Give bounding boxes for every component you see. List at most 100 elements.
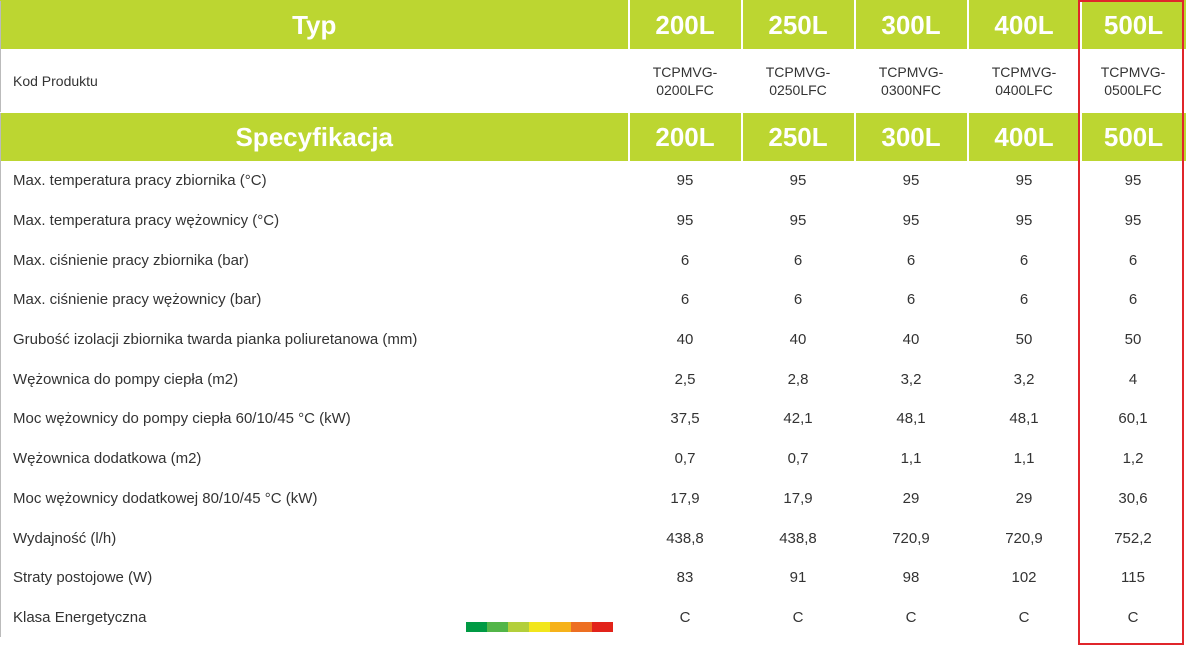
row-value: 17,9: [670, 489, 700, 507]
spec-header-500l: 500L: [1080, 112, 1186, 161]
row-label: Klasa Energetyczna: [13, 608, 147, 626]
row-value: 29: [1015, 489, 1033, 507]
code-line-1: TCPMVG-: [652, 63, 718, 80]
type-header-400l: 400L: [967, 0, 1082, 49]
code-line-2: 0250LFC: [769, 81, 827, 98]
code-line-1: TCPMVG-: [1100, 63, 1166, 80]
row-value: 0,7: [674, 450, 696, 468]
row-label: Grubość izolacji zbiornika twarda pianka…: [13, 331, 418, 349]
code-line-2: 0200LFC: [656, 81, 714, 98]
product-code-row: Kod Produktu TCPMVG- 0200LFC TCPMVG- 0250L…: [0, 49, 1186, 113]
type-header-200l: 200L: [628, 0, 743, 49]
table-row: Wężownica dodatkowa (m2) 0,7 0,7 1,1 1,1 1,2: [1, 439, 1186, 479]
row-value: 3,2: [1013, 370, 1035, 388]
type-header-label: Typ: [0, 0, 630, 49]
row-label: Max. ciśnienie pracy wężownicy (bar): [13, 291, 262, 309]
row-label: Wężownica dodatkowa (m2): [13, 450, 202, 468]
type-header-300l: 300L: [854, 0, 969, 49]
row-value: 95: [676, 212, 694, 230]
spec-header-400l: 400L: [967, 112, 1082, 161]
product-code-label: Kod Produktu: [0, 49, 629, 113]
row-value: 98: [902, 569, 920, 587]
table-row: Klasa Energetyczna C C C C C: [1, 598, 1186, 638]
spec-rows: Max. temperatura pracy zbiornika (°C) 95 9…: [1, 161, 1186, 637]
table-row: Grubość izolacji zbiornika twarda pianka…: [1, 320, 1186, 360]
row-value: 6: [1128, 251, 1138, 269]
row-value: 83: [676, 569, 694, 587]
table-row: Max. temperatura pracy wężownicy (°C) 95 9…: [1, 201, 1186, 241]
table-row: Max. ciśnienie pracy zbiornika (bar) 6 6 6 6…: [1, 240, 1186, 280]
type-header-250l: 250L: [741, 0, 856, 49]
table-row: Max. temperatura pracy zbiornika (°C) 95 9…: [1, 161, 1186, 201]
row-value: 42,1: [783, 410, 813, 428]
row-label: Moc wężownicy dodatkowej 80/10/45 °C (kW…: [13, 489, 318, 507]
table-row: Max. ciśnienie pracy wężownicy (bar) 6 6 6 6…: [1, 280, 1186, 320]
row-value: 1,1: [900, 450, 922, 468]
row-value: 4: [1128, 370, 1138, 388]
product-code-500l: TCPMVG- 0500LFC: [1080, 49, 1186, 113]
row-value: 6: [1019, 251, 1029, 269]
table-row: Straty postojowe (W) 83 91 98 102 115: [1, 558, 1186, 598]
row-value: 40: [676, 331, 694, 349]
row-value: 95: [902, 212, 920, 230]
row-value: 6: [680, 291, 690, 309]
row-value: 6: [1019, 291, 1029, 309]
row-value: 2,5: [674, 370, 696, 388]
type-header-row: Typ 200L 250L 300L 400L 500L: [0, 0, 1186, 49]
row-value: 95: [1124, 212, 1142, 230]
row-value: C: [792, 608, 804, 626]
row-value: 6: [793, 251, 803, 269]
row-value: 95: [902, 172, 920, 190]
product-code-200l: TCPMVG- 0200LFC: [628, 49, 742, 113]
row-value: 3,2: [900, 370, 922, 388]
row-label: Max. temperatura pracy zbiornika (°C): [13, 172, 267, 190]
row-value: 1,1: [1013, 450, 1035, 468]
energy-swatch: [466, 622, 487, 632]
row-value: 720,9: [1005, 529, 1043, 547]
code-line-2: 0400LFC: [995, 81, 1053, 98]
row-value: 752,2: [1114, 529, 1152, 547]
row-value: 720,9: [892, 529, 930, 547]
product-code-300l: TCPMVG- 0300NFC: [854, 49, 968, 113]
row-value: 0,7: [787, 450, 809, 468]
table-row: Wężownica do pompy ciepła (m2) 2,5 2,8 3,2 3…: [1, 359, 1186, 399]
energy-swatch: [508, 622, 529, 632]
row-value: 95: [1015, 172, 1033, 190]
row-value: 2,8: [787, 370, 809, 388]
code-line-1: TCPMVG-: [878, 63, 944, 80]
energy-swatch: [592, 622, 613, 632]
row-value: 40: [902, 331, 920, 349]
code-line-1: TCPMVG-: [991, 63, 1057, 80]
row-value: 95: [789, 212, 807, 230]
row-value: C: [905, 608, 917, 626]
row-value: 50: [1015, 331, 1033, 349]
row-value: 30,6: [1118, 489, 1148, 507]
row-label: Max. ciśnienie pracy zbiornika (bar): [13, 251, 249, 269]
spec-header-row: Specyfikacja 200L 250L 300L 400L 500L: [0, 112, 1186, 161]
row-value: 6: [906, 291, 916, 309]
row-value: 40: [789, 331, 807, 349]
energy-class-scale: [466, 622, 613, 632]
row-value: 95: [789, 172, 807, 190]
code-line-1: TCPMVG-: [765, 63, 831, 80]
row-value: 6: [793, 291, 803, 309]
row-value: 60,1: [1118, 410, 1148, 428]
spec-header-label: Specyfikacja: [0, 112, 630, 161]
row-value: C: [1018, 608, 1030, 626]
code-line-2: 0500LFC: [1104, 81, 1162, 98]
row-value: C: [1127, 608, 1139, 626]
row-label: Moc wężownicy do pompy ciepła 60/10/45 °…: [13, 410, 351, 428]
energy-swatch: [529, 622, 550, 632]
row-value: 50: [1124, 331, 1142, 349]
product-code-400l: TCPMVG- 0400LFC: [967, 49, 1081, 113]
spec-header-300l: 300L: [854, 112, 969, 161]
row-value: 438,8: [666, 529, 704, 547]
type-header-500l: 500L: [1080, 0, 1186, 49]
row-value: 91: [789, 569, 807, 587]
spec-header-250l: 250L: [741, 112, 856, 161]
row-value: 95: [676, 172, 694, 190]
product-code-250l: TCPMVG- 0250LFC: [741, 49, 855, 113]
energy-swatch: [487, 622, 508, 632]
row-value: 6: [1128, 291, 1138, 309]
row-value: 6: [906, 251, 916, 269]
